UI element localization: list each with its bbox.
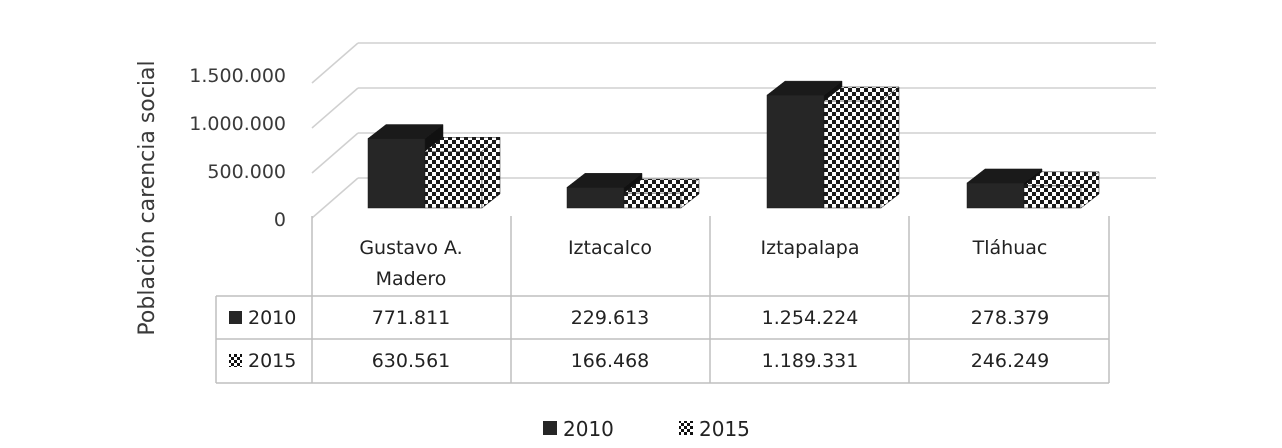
bar-2010 <box>566 187 625 209</box>
table-cell: 1.254.224 <box>762 307 859 329</box>
legend: 2010 2015 <box>543 417 750 441</box>
table-series-label: 2015 <box>248 350 296 372</box>
category-label: Iztacalco <box>568 237 652 259</box>
y-tick-label: 1.000.000 <box>189 113 286 135</box>
y-tick-label: 0 <box>274 209 286 231</box>
category-label: Gustavo A. <box>359 237 462 259</box>
table-cell: 1.189.331 <box>762 350 859 372</box>
table-cell: 278.379 <box>971 307 1050 329</box>
legend-key-2010 <box>543 421 557 435</box>
bar-side-2015 <box>1080 171 1100 209</box>
bar-2015 <box>424 150 483 209</box>
y-tick-label: 500.000 <box>207 161 286 183</box>
table-cell: 246.249 <box>971 350 1050 372</box>
data-table <box>215 216 1110 384</box>
table-legend-key-2010 <box>229 311 242 324</box>
bar-2010 <box>766 94 825 209</box>
table-cell: 229.613 <box>571 307 650 329</box>
table-cell: 630.561 <box>372 350 451 372</box>
bar-2010 <box>367 138 426 209</box>
bar-2010 <box>966 182 1025 209</box>
category-label: Iztapalapa <box>761 237 860 259</box>
table-series-label: 2010 <box>248 307 296 329</box>
gridline-diagonal <box>311 177 359 219</box>
gridline-diagonal <box>311 132 359 174</box>
gridline-diagonal <box>311 87 359 129</box>
bar-side-2015 <box>680 178 700 209</box>
bar-side-2015 <box>481 136 501 209</box>
table-cell: 771.811 <box>372 307 451 329</box>
table-cell: 166.468 <box>571 350 650 372</box>
bar-2015 <box>823 100 882 209</box>
table-legend-key-2015 <box>229 354 242 367</box>
legend-key-2015 <box>679 421 693 435</box>
y-axis-label: Población carencia social <box>135 60 160 335</box>
legend-label: 2010 <box>563 417 614 441</box>
bar-2015 <box>1023 185 1082 209</box>
legend-label: 2015 <box>699 417 750 441</box>
bar-side-2015 <box>880 86 900 209</box>
category-label: Tláhuac <box>972 237 1048 259</box>
bars <box>367 80 1100 209</box>
bar-2015 <box>623 192 682 209</box>
gridline-diagonal <box>311 42 359 84</box>
category-label: Madero <box>376 268 447 290</box>
y-tick-label: 1.500.000 <box>189 65 286 87</box>
